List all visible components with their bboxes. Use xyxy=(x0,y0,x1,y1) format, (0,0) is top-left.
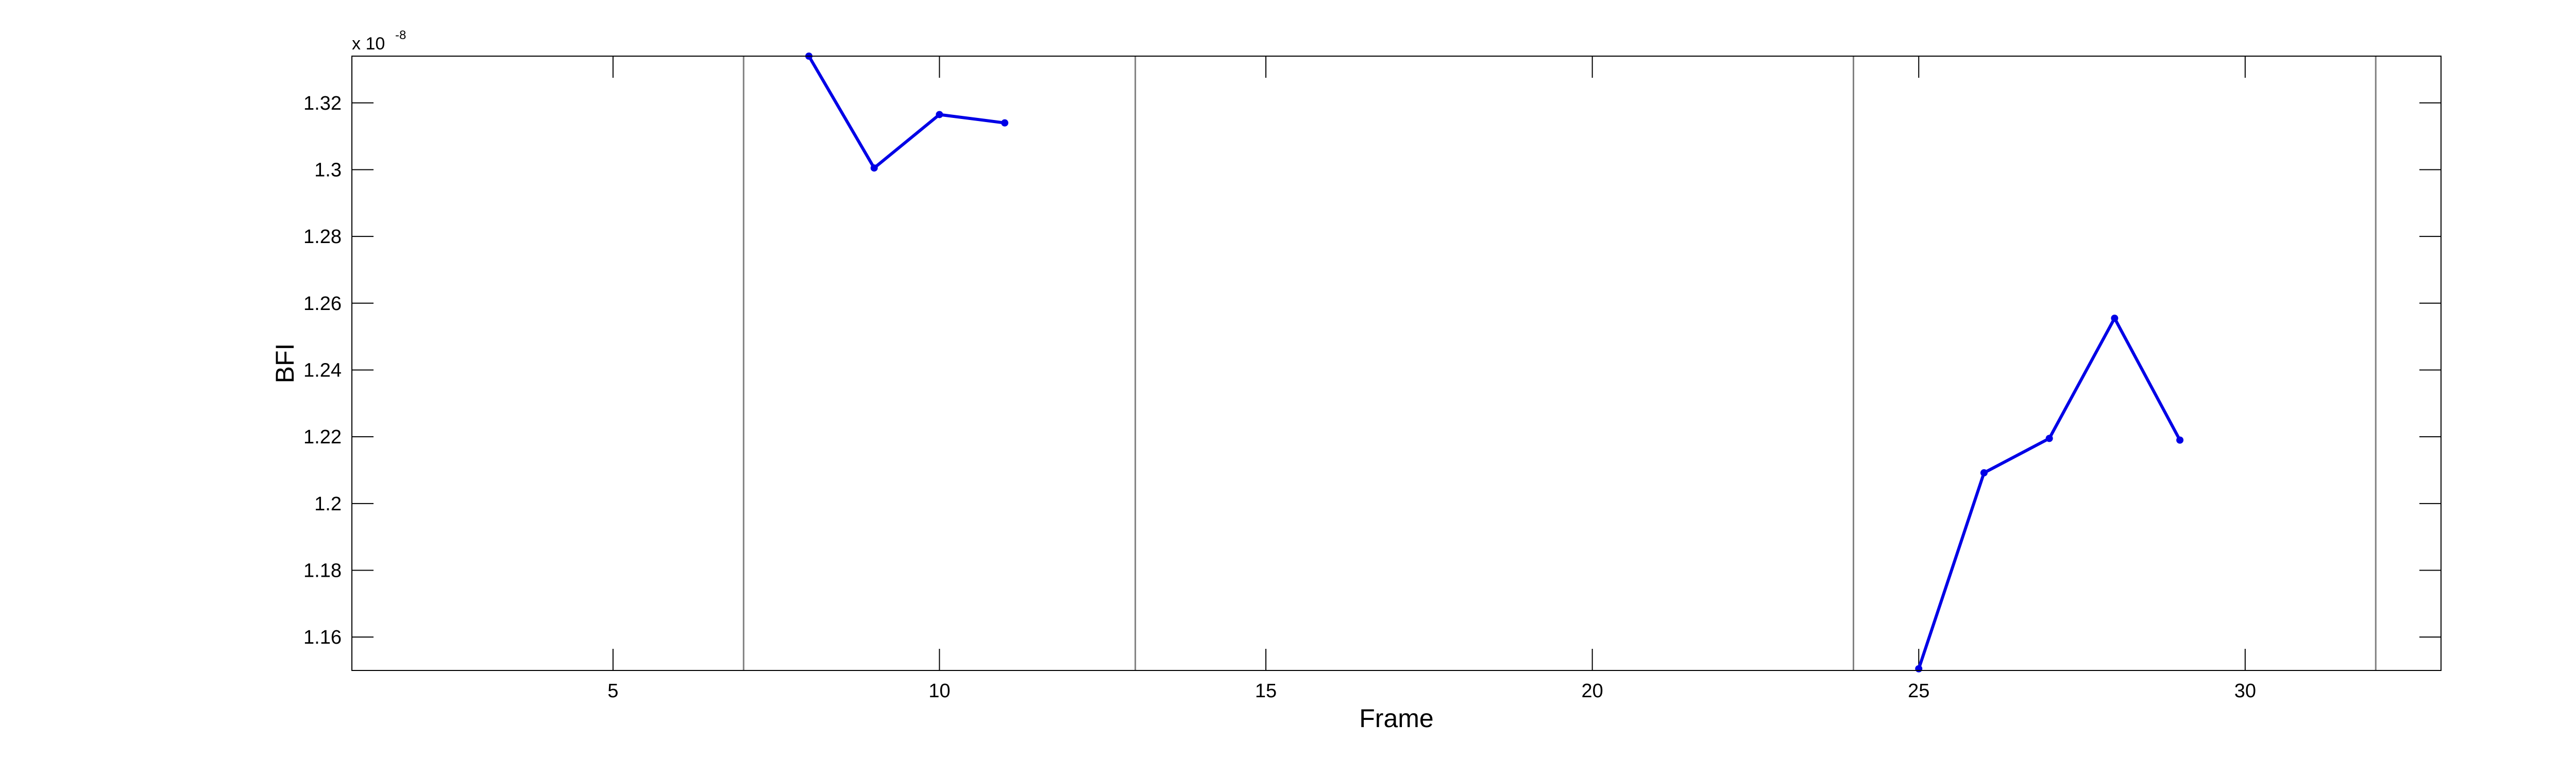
y-tick-label: 1.24 xyxy=(303,359,342,381)
ticks-layer xyxy=(352,56,2441,670)
x-tick-label: 20 xyxy=(1582,680,1603,702)
data-point xyxy=(1001,119,1009,127)
plot-area-frame xyxy=(351,56,2442,671)
y-tick-label: 1.16 xyxy=(303,627,342,648)
y-tick-label: 1.2 xyxy=(314,493,342,515)
data-point xyxy=(936,111,943,118)
x-tick-labels: 5 10 15 20 25 30 xyxy=(607,680,2256,702)
vertical-lines-layer xyxy=(742,56,2377,670)
x-tick-label: 5 xyxy=(607,680,618,702)
y-tick-label: 1.26 xyxy=(303,293,342,315)
x-tick-label: 10 xyxy=(928,680,950,702)
y-axis-multiplier-exponent: -8 xyxy=(395,28,406,42)
data-point xyxy=(2045,435,2053,442)
data-point xyxy=(870,164,878,172)
y-tick-label: 1.28 xyxy=(303,226,342,248)
y-tick-label: 1.3 xyxy=(314,159,342,181)
data-point xyxy=(1915,665,1923,673)
y-tick-label: 1.18 xyxy=(303,560,342,581)
x-axis-label: Frame xyxy=(1359,704,1433,733)
x-tick-label: 15 xyxy=(1255,680,1277,702)
data-point xyxy=(1980,469,1988,477)
data-point xyxy=(2111,314,2119,322)
x-tick-label: 25 xyxy=(1908,680,1929,702)
y-tick-label: 1.22 xyxy=(303,426,342,448)
y-tick-label: 1.32 xyxy=(303,93,342,114)
data-point xyxy=(2176,436,2184,444)
y-tick-labels: 1.16 1.18 1.2 1.22 1.24 1.26 1.28 1.3 1.32 xyxy=(303,93,342,648)
y-axis-label: BFI xyxy=(270,343,299,384)
y-axis-multiplier-base: x 10 xyxy=(352,34,385,54)
series-layer xyxy=(805,53,2184,673)
series-line-segment-1 xyxy=(807,55,1007,170)
x-tick-label: 30 xyxy=(2234,680,2256,702)
